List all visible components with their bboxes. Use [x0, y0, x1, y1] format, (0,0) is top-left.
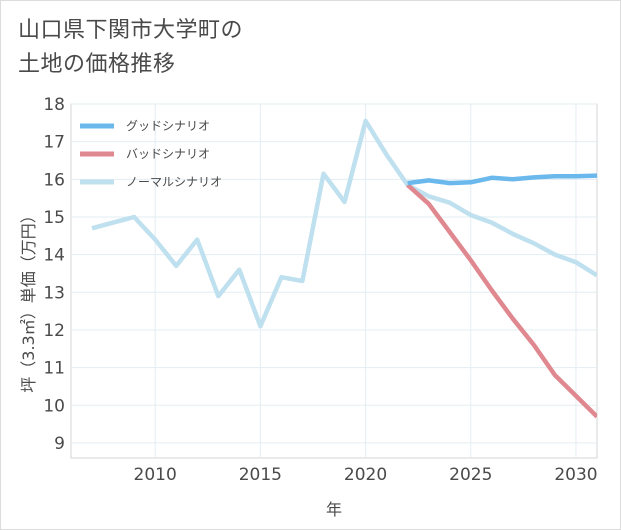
y-tick-label: 14 [43, 246, 65, 266]
plot-area [70, 103, 598, 459]
y-tick-label: 13 [43, 283, 65, 303]
series-line [91, 118, 597, 329]
legend-label: グッドシナリオ [126, 119, 210, 133]
y-tick-label: 15 [43, 208, 65, 228]
series-lines [91, 118, 597, 419]
y-tick-label: 18 [43, 95, 65, 115]
y-tick-labels: 9 10 11 12 13 14 15 16 17 18 [43, 95, 65, 454]
legend-label: ノーマルシナリオ [126, 175, 222, 189]
y-tick-label: 10 [43, 396, 65, 416]
series-line [407, 173, 597, 186]
y-tick-label: 11 [43, 359, 65, 379]
y-axis-label: 坪（3.3㎡）単価（万円） [19, 207, 38, 392]
series-line [406, 183, 597, 419]
y-tick-label: 17 [43, 133, 65, 153]
legend-label: バッドシナリオ [126, 147, 210, 161]
y-tick-label: 16 [43, 170, 65, 190]
x-tick-label: 2030 [554, 465, 597, 485]
x-axis-label: 年 [326, 500, 342, 519]
x-tick-label: 2025 [449, 465, 492, 485]
x-tick-labels: 2010 2015 2020 2025 2030 [134, 465, 598, 485]
y-tick-label: 9 [54, 434, 65, 454]
grid-lines [71, 103, 597, 458]
x-tick-label: 2020 [344, 465, 387, 485]
chart-title: 山口県下関市大学町の 土地の価格推移 [18, 18, 244, 77]
x-tick-label: 2010 [134, 465, 177, 485]
x-tick-label: 2015 [239, 465, 282, 485]
y-tick-label: 12 [43, 321, 65, 341]
